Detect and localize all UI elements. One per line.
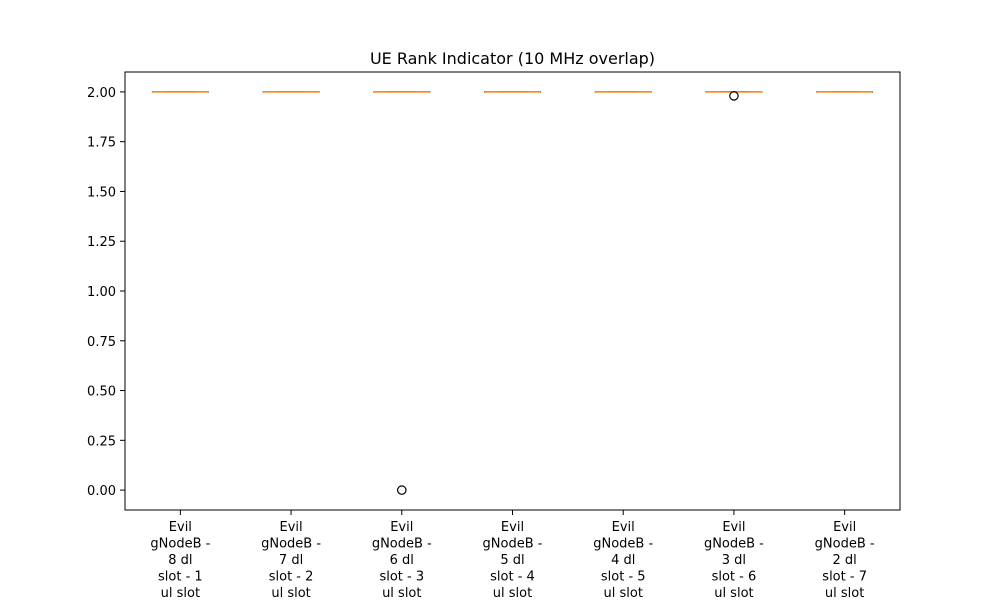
x-tick-label: Evil gNodeB -4 dl slot - 5 ul slot [593, 520, 653, 600]
x-tick-label-line: slot - 7 [822, 570, 867, 585]
x-tick-label-line: ul slot [271, 586, 310, 600]
x-tick-label-line: 5 dl [500, 553, 524, 568]
box-group [373, 91, 431, 495]
x-tick-label-line: 8 dl [168, 553, 192, 568]
x-tick-label-line: gNodeB - [815, 537, 875, 552]
x-tick-label-line: Evil [390, 520, 413, 535]
x-tick-label-line: Evil [280, 520, 303, 535]
x-tick-label-line: Evil [501, 520, 524, 535]
y-tick-label: 1.50 [87, 185, 116, 200]
x-tick-label: Evil gNodeB -5 dl slot - 4 ul slot [483, 520, 543, 600]
y-tick-label: 1.75 [87, 136, 116, 151]
x-tick-label-line: slot - 6 [712, 570, 757, 585]
x-tick-label-line: ul slot [604, 586, 643, 600]
x-tick-label: Evil gNodeB -8 dl slot - 1 ul slot [150, 520, 210, 600]
x-tick-label-line: Evil [169, 520, 192, 535]
x-tick-label-line: ul slot [161, 586, 200, 600]
x-tick-label: Evil gNodeB -2 dl slot - 7 ul slot [815, 520, 875, 600]
outlier-point [396, 485, 407, 495]
y-tick-label: 2.00 [87, 86, 116, 101]
x-tick-label-line: ul slot [714, 586, 753, 600]
x-tick-label-line: 7 dl [279, 553, 303, 568]
x-tick-label-line: 6 dl [390, 553, 414, 568]
y-axis: 0.00 0.25 0.50 0.75 1.00 1.25 1.50 1.75 2.00 [87, 86, 125, 499]
outlier-point [729, 91, 739, 101]
x-tick-label-line: ul slot [825, 586, 864, 600]
x-tick-label-line: 4 dl [611, 553, 635, 568]
x-tick-label-line: slot - 2 [269, 570, 314, 585]
x-tick-label-line: slot - 4 [490, 570, 535, 585]
x-tick-label-line: 3 dl [722, 553, 746, 568]
x-tick-label-line: slot - 5 [601, 570, 646, 585]
x-tick-label-line: Evil [722, 520, 745, 535]
chart-title: UE Rank Indicator (10 MHz overlap) [370, 49, 655, 68]
y-tick-label: 0.50 [87, 385, 116, 400]
plot-frame [124, 71, 901, 511]
x-tick-label-line: ul slot [382, 586, 421, 600]
x-tick-label-line: gNodeB - [704, 537, 764, 552]
x-tick-label-line: ul slot [493, 586, 532, 600]
x-tick-label-line: gNodeB - [150, 537, 210, 552]
x-tick-label-line: Evil [612, 520, 635, 535]
x-tick-label: Evil gNodeB -7 dl slot - 2 ul slot [261, 520, 321, 600]
x-tick-label-line: gNodeB - [372, 537, 432, 552]
y-tick-label: 0.00 [87, 484, 116, 499]
x-tick-label-line: gNodeB - [261, 537, 321, 552]
x-tick-label: Evil gNodeB -6 dl slot - 3 ul slot [372, 520, 432, 600]
box-series [151, 91, 874, 495]
x-tick-label-line: 2 dl [833, 553, 857, 568]
y-tick-label: 1.00 [87, 285, 116, 300]
box-group [705, 91, 763, 101]
y-tick-label: 1.25 [87, 235, 116, 250]
x-tick-label-line: slot - 3 [379, 570, 424, 585]
x-tick-label-line: slot - 1 [158, 570, 203, 585]
x-tick-label: Evil gNodeB -3 dl slot - 6 ul slot [704, 520, 764, 600]
y-tick-label: 0.75 [87, 335, 116, 350]
x-tick-label-line: gNodeB - [483, 537, 543, 552]
x-tick-label-line: gNodeB - [593, 537, 653, 552]
x-tick-label-line: Evil [833, 520, 856, 535]
y-tick-label: 0.25 [87, 434, 116, 449]
